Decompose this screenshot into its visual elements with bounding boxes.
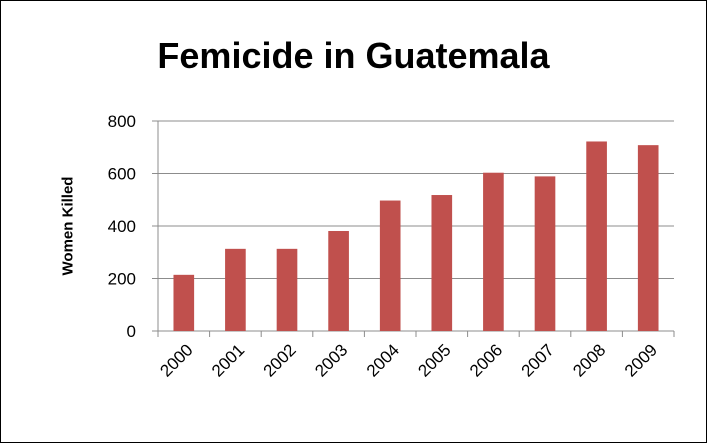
x-tick-label: 2004 [363,340,403,380]
x-tick-label: 2000 [156,340,196,380]
x-tick-label: 2008 [569,340,609,380]
bar [379,200,401,331]
bar [173,274,195,331]
x-tick-label: 2002 [260,340,300,380]
y-tick-label: 200 [108,270,136,289]
bar [225,248,246,331]
bar [431,195,453,331]
x-tick-label: 2001 [208,340,248,380]
y-tick-label: 800 [108,112,136,131]
x-tick-label: 2007 [518,340,558,380]
bar [483,172,504,331]
bar [328,230,349,331]
x-tick-label: 2006 [466,340,506,380]
x-tick-label: 2003 [311,340,351,380]
y-tick-label: 0 [127,322,136,341]
chart-title: Femicide in Guatemala [157,35,550,76]
y-tick-label: 600 [108,165,136,184]
x-tick-label: 2009 [621,340,661,380]
x-tick-label: 2005 [414,340,454,380]
bar [276,248,298,331]
y-tick-label: 400 [108,217,136,236]
bar [586,141,607,331]
bar [637,145,659,331]
bar [534,176,556,331]
